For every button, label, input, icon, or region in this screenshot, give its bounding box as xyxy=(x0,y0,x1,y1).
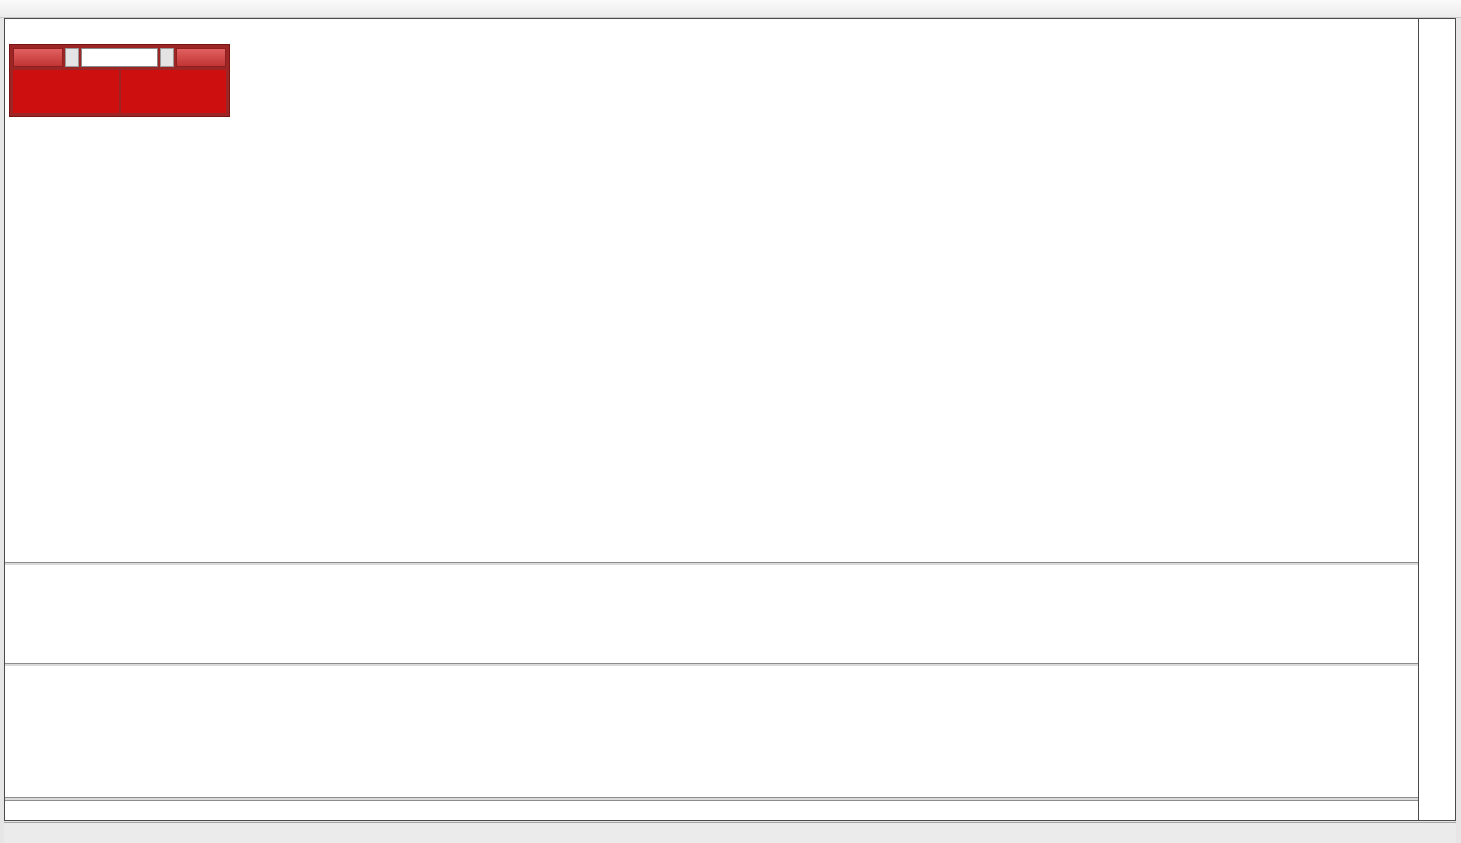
one-click-trading-panel xyxy=(10,45,229,116)
volume-decrease-button[interactable] xyxy=(65,48,79,67)
chart-title xyxy=(12,27,14,39)
sell-button[interactable] xyxy=(13,48,63,67)
ask-price-display[interactable] xyxy=(120,70,226,113)
rsi-label xyxy=(12,669,17,681)
macd-label xyxy=(12,569,22,581)
bid-price-display[interactable] xyxy=(13,70,119,113)
buy-button[interactable] xyxy=(176,48,226,67)
date-axis[interactable] xyxy=(5,800,1418,821)
price-chart-panel[interactable] xyxy=(5,19,1418,562)
volume-increase-button[interactable] xyxy=(160,48,174,67)
bid-ask-display xyxy=(13,70,226,113)
timeframe-button-w1[interactable] xyxy=(59,1,83,16)
timeframe-button-d1[interactable] xyxy=(32,1,56,16)
rsi-panel[interactable] xyxy=(5,666,1418,797)
trade-controls-row xyxy=(13,48,226,67)
volume-input[interactable] xyxy=(81,48,158,67)
rsi-chart[interactable] xyxy=(5,666,1418,797)
chart-tab-bar xyxy=(4,822,1456,843)
timeframe-button-h4[interactable] xyxy=(5,1,29,16)
price-axis[interactable] xyxy=(1418,19,1455,820)
timeframe-toolbar xyxy=(0,0,1461,18)
macd-chart[interactable] xyxy=(5,566,1418,663)
panel-separator[interactable] xyxy=(5,797,1418,800)
chart-window xyxy=(4,18,1456,821)
panel-separator[interactable] xyxy=(5,663,1418,666)
panel-separator[interactable] xyxy=(5,562,1418,565)
timeframe-button-mn[interactable] xyxy=(86,1,110,16)
macd-panel[interactable] xyxy=(5,566,1418,663)
